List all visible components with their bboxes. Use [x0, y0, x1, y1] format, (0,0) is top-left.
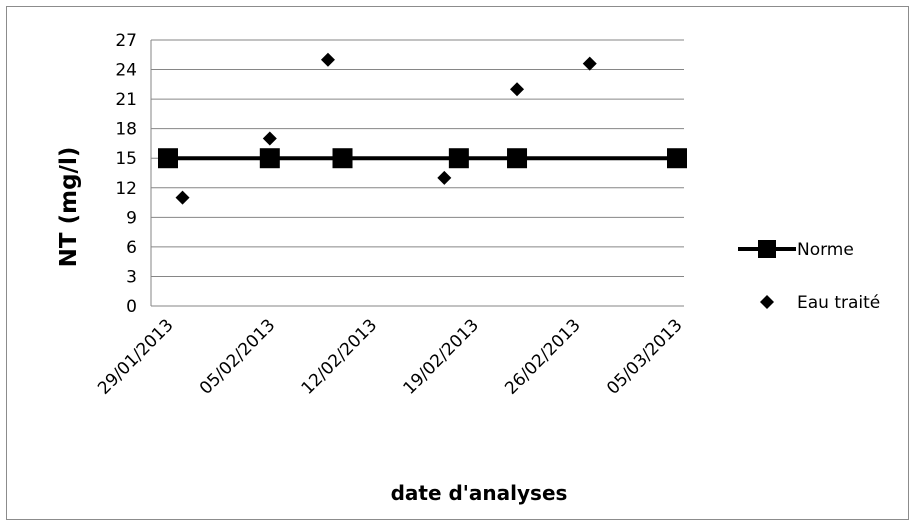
x-tick-label-5: 05/03/2013: [603, 315, 686, 398]
y-tick-label-24: 24: [115, 61, 137, 81]
gridlines: [150, 39, 684, 307]
series-layer: [158, 52, 687, 205]
series-1-point-0: [175, 190, 190, 205]
series-1-point-3: [437, 170, 452, 185]
legend-eau-traite-label: Eau traité: [797, 293, 880, 313]
y-tick-label-12: 12: [115, 179, 137, 199]
series-0-point-1: [259, 148, 280, 169]
series-1-point-5: [582, 56, 597, 71]
y-tick-label-9: 9: [126, 208, 137, 228]
series-1-point-1: [262, 131, 277, 146]
series-0-point-4: [507, 148, 528, 169]
series-1: [175, 52, 597, 205]
y-tick-label-6: 6: [126, 238, 137, 258]
series-0-point-2: [332, 148, 353, 169]
legend-norme-label: Norme: [797, 240, 854, 260]
x-tick-label-1: 05/02/2013: [196, 315, 279, 398]
series-1-point-2: [320, 52, 335, 67]
legend: Norme Eau traité: [738, 240, 880, 313]
series-0-point-5: [667, 148, 687, 169]
legend-norme-marker: [758, 240, 776, 258]
x-axis-label: date d'analyses: [391, 481, 568, 505]
y-tick-label-15: 15: [115, 149, 137, 169]
x-tick-label-3: 19/02/2013: [400, 315, 483, 398]
y-tick-label-0: 0: [126, 297, 137, 317]
chart-frame: [6, 6, 909, 520]
y-tick-label-18: 18: [115, 120, 137, 140]
y-axis-label: NT (mg/l): [56, 147, 82, 268]
series-0-point-3: [448, 148, 469, 169]
legend-eau-traite-marker: [760, 295, 774, 309]
y-tick-label-3: 3: [126, 267, 137, 287]
series-1-point-4: [510, 82, 525, 97]
y-tick-labels: 0 3 6 9 12 15 18 21 24 27: [115, 31, 137, 317]
x-tick-label-4: 26/02/2013: [501, 315, 584, 398]
y-tick-label-21: 21: [115, 90, 137, 110]
x-tick-label-0: 29/01/2013: [94, 315, 177, 398]
y-tick-label-27: 27: [115, 31, 137, 51]
x-tick-label-2: 12/02/2013: [298, 315, 381, 398]
x-tick-labels: 29/01/2013 05/02/2013 12/02/2013 19/02/2013…: [94, 315, 686, 398]
series-0-point-0: [158, 148, 178, 169]
series-0: [158, 148, 687, 169]
